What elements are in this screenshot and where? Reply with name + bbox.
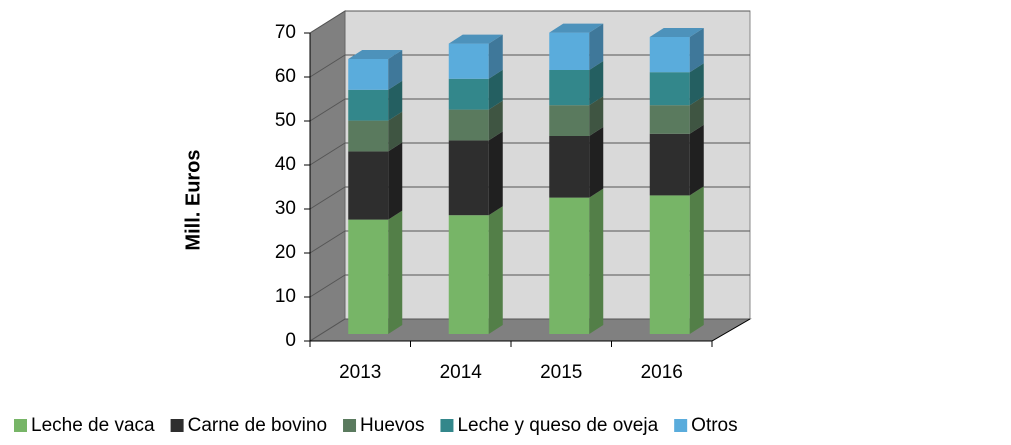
legend-label: Leche de vaca (31, 415, 155, 436)
bar (549, 136, 590, 198)
side-wall (309, 10, 346, 342)
bar (348, 120, 389, 152)
y-tick-label: 60 (275, 66, 296, 87)
bar-side (388, 80, 403, 121)
bar-side (488, 100, 503, 141)
y-axis-label: Mill. Euros (182, 149, 204, 250)
y-tick-label: 40 (275, 154, 296, 175)
grid-line-side (309, 142, 346, 166)
bar (549, 197, 590, 334)
legend-swatch (674, 419, 688, 432)
bar (448, 109, 489, 141)
bar-side (589, 127, 604, 198)
bar-side (488, 69, 503, 110)
bar-side (689, 28, 704, 73)
bar (649, 195, 690, 334)
bar (348, 59, 389, 90)
bar (448, 43, 489, 79)
y-tick-label: 0 (285, 330, 296, 351)
x-tick-label: 2015 (540, 362, 582, 383)
bar-side (488, 131, 503, 216)
legend-label: Otros (691, 415, 737, 436)
grid-line-side (309, 230, 346, 254)
y-tick-label: 50 (275, 110, 296, 131)
bar (649, 133, 690, 196)
x-tick-label: 2016 (641, 362, 683, 383)
bar-top (549, 23, 604, 33)
bar-side (689, 124, 704, 196)
bar-side (388, 210, 403, 334)
bar (448, 140, 489, 216)
grid-line-side (309, 318, 346, 342)
bar-side (388, 50, 403, 90)
bar-side (689, 63, 704, 106)
bar (549, 70, 590, 106)
bar-side (488, 206, 503, 334)
bar-side (589, 23, 604, 71)
x-tick-label: 2013 (339, 362, 381, 383)
legend-label: Carne de bovino (188, 415, 327, 436)
bar (549, 32, 590, 70)
x-tick-label: 2014 (440, 362, 483, 383)
y-tick-label: 70 (275, 22, 296, 43)
legend-swatch (170, 419, 184, 432)
y-tick-label: 10 (275, 286, 296, 307)
legend-swatch (14, 419, 27, 432)
bar-top (649, 28, 704, 37)
bar (649, 37, 690, 73)
grid-line-side (309, 54, 346, 78)
grid-line-side (309, 186, 346, 210)
bar (448, 78, 489, 110)
x-axis-depth (711, 318, 751, 342)
bar (649, 105, 690, 134)
bar-side (388, 111, 403, 152)
y-tick-label: 30 (275, 198, 296, 219)
bar (348, 89, 389, 121)
grid-line-side (309, 10, 346, 34)
legend-swatch (343, 419, 357, 432)
bar (348, 219, 389, 334)
bar-side (689, 186, 704, 334)
bar (448, 215, 489, 334)
bar (649, 72, 690, 106)
legend-swatch (440, 419, 454, 432)
grid-line-side (309, 274, 346, 298)
y-tick-label: 20 (275, 242, 296, 263)
bar-top (448, 34, 503, 44)
bar-side (589, 96, 604, 136)
bar-side (589, 61, 604, 106)
bar (549, 105, 590, 136)
bar-side (689, 96, 704, 134)
bar-side (388, 142, 403, 220)
bar (348, 151, 389, 220)
legend-label: Leche y queso de oveja (457, 415, 658, 436)
bar-top (348, 50, 403, 59)
legend-label: Huevos (360, 415, 424, 436)
bar-side (488, 34, 503, 79)
bar-side (589, 188, 604, 334)
grid-line-side (309, 98, 346, 122)
